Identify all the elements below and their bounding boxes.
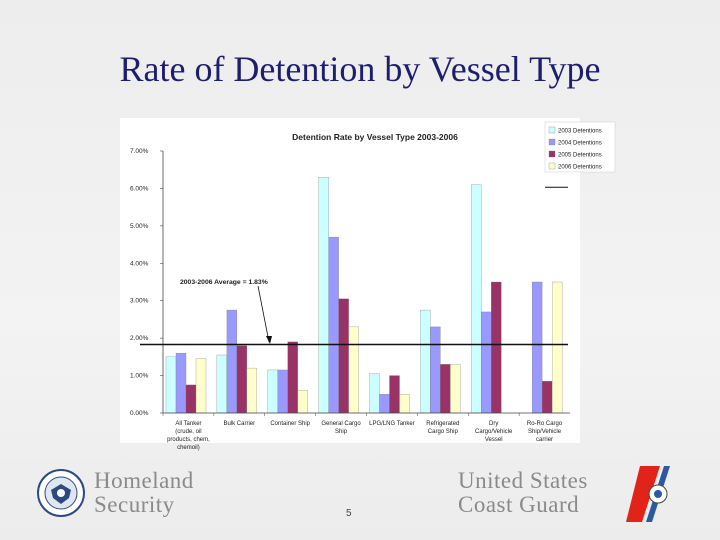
- bar-2004: [175, 352, 187, 414]
- average-arrow: [257, 285, 270, 343]
- page-number: 5: [346, 508, 352, 519]
- bar-2004: [277, 369, 288, 414]
- bar-2003: [318, 177, 329, 414]
- coast-guard-text: Coast Guard: [458, 492, 580, 517]
- x-tick-label: chemoil): [177, 445, 200, 451]
- bar-2004: [226, 309, 238, 414]
- bar-2005: [541, 381, 553, 414]
- bar-2004: [379, 394, 390, 414]
- security-text: Security: [94, 492, 175, 517]
- legend-label: 2005 Detentions: [558, 153, 602, 159]
- dhs-seal-icon: [37, 469, 85, 517]
- x-tick-label: Refrigerated: [426, 421, 459, 427]
- bar-2006: [195, 358, 207, 414]
- bar-2006: [399, 394, 410, 414]
- bar-2004: [481, 311, 492, 414]
- bar-2006: [348, 326, 359, 414]
- bar-2005: [389, 375, 400, 414]
- bar-2006: [450, 364, 461, 414]
- bar-2004: [531, 281, 543, 414]
- x-tick-label: General Cargo: [321, 421, 361, 427]
- bar-2005: [185, 384, 197, 414]
- bar-2003: [267, 369, 278, 414]
- bar-2005: [236, 345, 248, 414]
- legend-label: 2006 Detentions: [558, 165, 602, 171]
- x-tick-label: (crude, oil: [175, 429, 201, 435]
- x-tick-label: All Tanker: [175, 421, 201, 427]
- homeland-text: Homeland: [94, 468, 194, 493]
- bar-2003: [471, 184, 482, 414]
- chart-title: Detention Rate by Vessel Type 2003-2006: [292, 132, 458, 142]
- x-tick-label: carrier: [536, 437, 553, 443]
- legend-swatch: [548, 138, 556, 146]
- x-tick-label: LPG/LNG Tanker: [369, 421, 415, 427]
- y-tick-label: 2.00%: [130, 335, 149, 342]
- homeland-security-logo: Homeland Security: [36, 466, 236, 522]
- slide-title: Rate of Detention by Vessel Type: [119, 49, 601, 89]
- coast-guard-stripe-icon: [626, 466, 670, 522]
- legend-swatch: [548, 150, 556, 158]
- bar-2004: [430, 326, 441, 414]
- x-tick-label: Vessel: [485, 437, 503, 443]
- legend-swatch: [548, 162, 556, 170]
- y-tick-label: 1.00%: [130, 373, 149, 380]
- legend-label: 2004 Detentions: [558, 141, 602, 147]
- bar-2003: [369, 373, 380, 414]
- y-tick-label: 7.00%: [130, 148, 149, 155]
- bar-2003: [165, 356, 177, 414]
- x-tick-label: Container Ship: [270, 421, 310, 427]
- bar-2003: [216, 354, 228, 414]
- bar-2004: [328, 236, 339, 414]
- bar-2006: [246, 367, 258, 414]
- detention-rate-chart: Detention Rate by Vessel Type 2003-2006 0…: [130, 121, 616, 451]
- bar-2005: [338, 298, 349, 414]
- bar-2006: [551, 281, 563, 414]
- legend-box: [544, 121, 616, 173]
- legend-swatch: [548, 126, 556, 134]
- bar-2006: [297, 390, 308, 414]
- x-tick-label: Cargo/Vehicle: [475, 429, 513, 435]
- x-tick-label: products, chem,: [167, 437, 210, 443]
- bar-2005: [287, 341, 298, 414]
- y-tick-label: 5.00%: [130, 223, 149, 230]
- bar-2003: [420, 309, 431, 414]
- united-states-text: United States: [458, 468, 588, 493]
- bar-2005: [440, 364, 451, 414]
- legend-label: 2003 Detentions: [558, 129, 602, 135]
- x-tick-label: Ro-Ro Cargo: [527, 421, 563, 427]
- y-tick-label: 3.00%: [130, 298, 149, 305]
- average-arrow-head: [266, 336, 272, 344]
- y-tick-label: 6.00%: [130, 185, 149, 192]
- y-tick-label: 0.00%: [130, 410, 149, 417]
- average-label: 2003-2006 Average = 1.83%: [180, 279, 268, 286]
- x-tick-label: Ship: [335, 429, 348, 435]
- x-tick-label: Cargo Ship: [428, 429, 459, 435]
- bar-2005: [491, 281, 502, 414]
- x-tick-label: Ship/Vehicle: [528, 429, 562, 435]
- x-tick-label: Dry: [489, 421, 498, 427]
- y-tick-label: 4.00%: [130, 260, 149, 267]
- x-tick-label: Bulk Carrier: [223, 421, 255, 427]
